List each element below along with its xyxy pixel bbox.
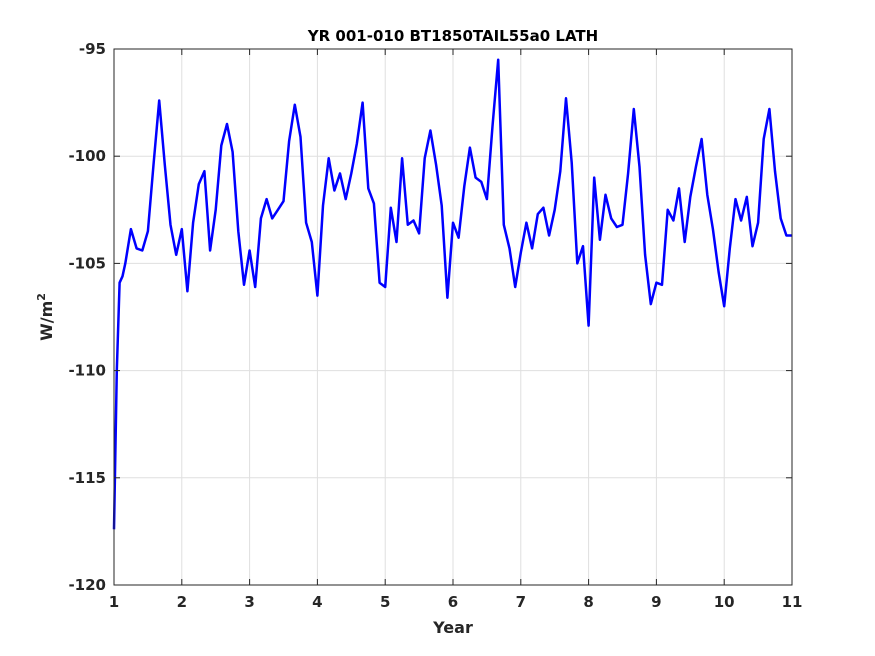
x-tick-label: 5 (380, 593, 390, 611)
y-tick-label: -115 (68, 469, 106, 487)
series-layer (112, 58, 792, 530)
y-tick-label: -100 (68, 147, 106, 165)
y-tick-label: -110 (68, 362, 106, 380)
y-axis-label-unit: W/m (37, 301, 56, 341)
x-tick-label: 6 (448, 593, 458, 611)
x-tick-label: 2 (177, 593, 187, 611)
y-axis-label: W/m2 (35, 293, 56, 341)
ticks (113, 48, 793, 586)
y-tick-label: -105 (68, 254, 106, 272)
x-tick-label: 1 (109, 593, 119, 611)
y-tick-label: -95 (79, 40, 106, 58)
x-axis-label: Year (432, 618, 473, 637)
x-tick-labels: 1 2 3 4 5 6 7 8 9 10 11 (109, 593, 803, 611)
x-tick-label: 11 (782, 593, 803, 611)
x-tick-label: 10 (714, 593, 735, 611)
y-axis-label-exponent: 2 (35, 293, 48, 301)
x-tick-label: 8 (583, 593, 593, 611)
x-tick-label: 3 (244, 593, 254, 611)
x-tick-label: 7 (516, 593, 526, 611)
chart-title: YR 001-010 BT1850TAIL55a0 LATH (307, 27, 598, 45)
y-tick-labels: -95 -100 -105 -110 -115 -120 (68, 40, 106, 594)
x-tick-label: 4 (312, 593, 322, 611)
y-tick-label: -120 (68, 576, 106, 594)
x-tick-label: 9 (651, 593, 661, 611)
series-line-0 (112, 58, 792, 530)
